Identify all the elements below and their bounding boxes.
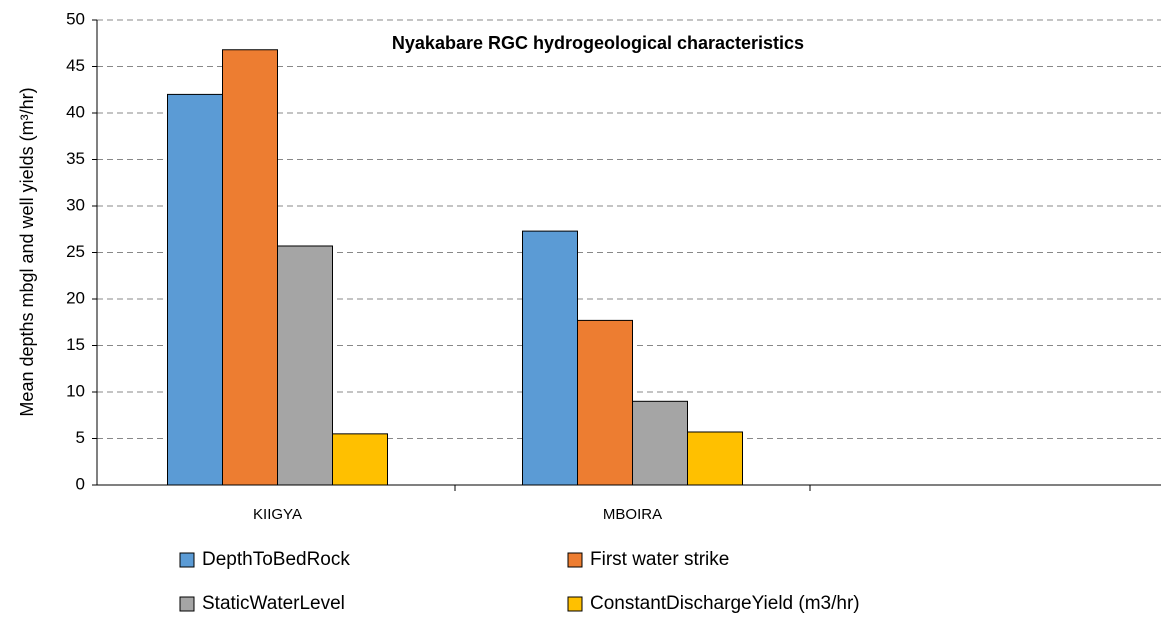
- y-tick-label: 50: [66, 9, 85, 28]
- legend-swatch: [179, 596, 195, 612]
- bar: [277, 245, 333, 486]
- bar: [222, 49, 278, 486]
- bar: [687, 431, 743, 486]
- y-tick-label: 40: [66, 102, 85, 121]
- legend-swatch: [179, 552, 195, 568]
- legend-label: First water strike: [590, 549, 729, 570]
- y-tick-label: 15: [66, 335, 85, 354]
- x-tick-label: KIIGYA: [253, 506, 302, 523]
- y-tick-label: 25: [66, 242, 85, 261]
- y-axis-label: Mean depths mbgl and well yields (m³/hr): [17, 87, 37, 416]
- x-tick-label: MBOIRA: [603, 506, 662, 523]
- chart-title: Nyakabare RGC hydrogeological characteri…: [392, 33, 804, 53]
- legend-label: ConstantDischargeYield (m3/hr): [590, 593, 860, 614]
- legend-swatch: [567, 596, 583, 612]
- legend-label: StaticWaterLevel: [202, 593, 345, 614]
- bar: [167, 93, 223, 486]
- y-tick-label: 45: [66, 56, 85, 75]
- bar: [332, 433, 388, 486]
- bar: [632, 400, 688, 486]
- y-tick-label: 20: [66, 288, 85, 307]
- y-tick-label: 0: [76, 474, 85, 493]
- bar: [522, 230, 578, 486]
- y-tick-label: 5: [76, 428, 85, 447]
- legend-swatch: [567, 552, 583, 568]
- bar: [577, 319, 633, 486]
- y-tick-label: 30: [66, 195, 85, 214]
- legend-label: DepthToBedRock: [202, 549, 350, 570]
- y-tick-label: 35: [66, 149, 85, 168]
- y-tick-label: 10: [66, 381, 85, 400]
